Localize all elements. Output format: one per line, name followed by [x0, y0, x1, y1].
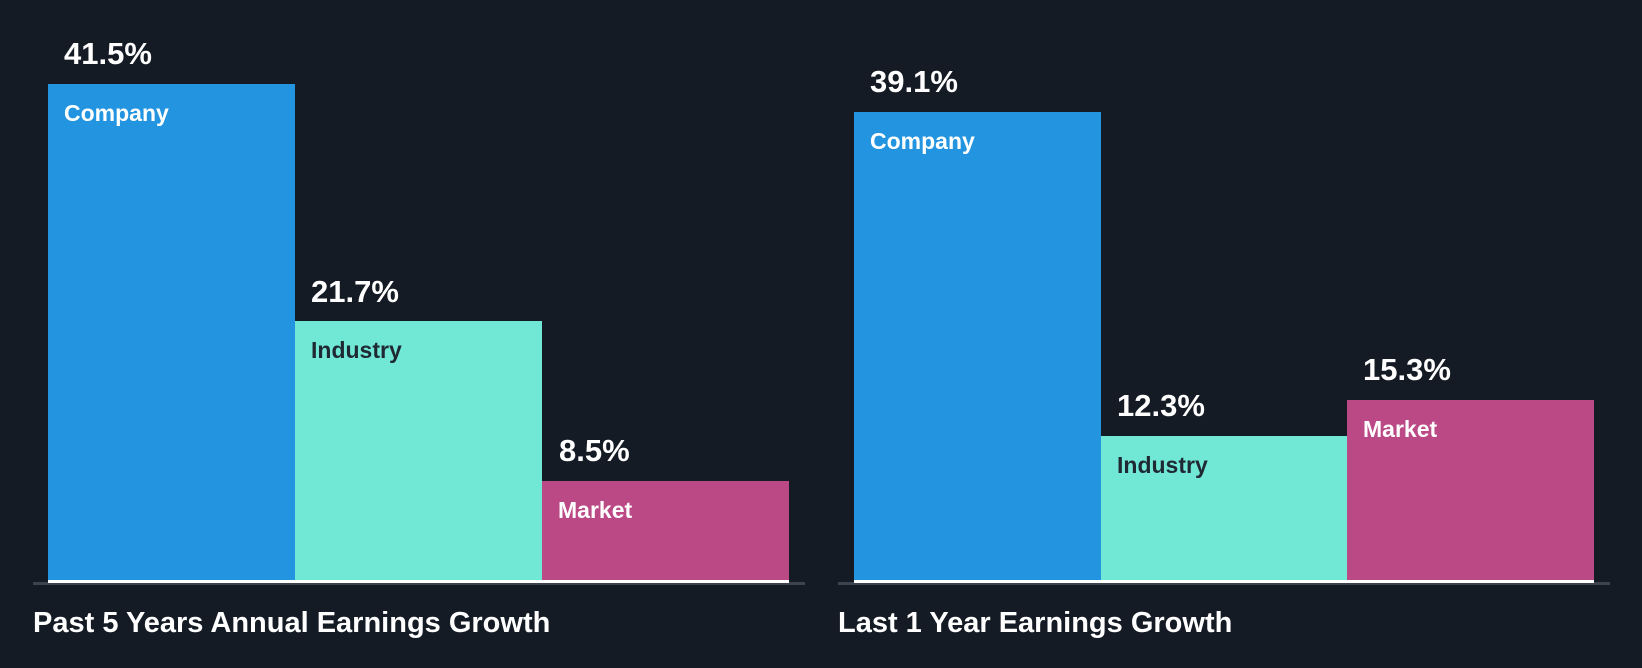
- x-axis-line: [838, 582, 1610, 585]
- chart-title: Last 1 Year Earnings Growth: [838, 607, 1233, 639]
- baseline: [48, 580, 789, 583]
- bar-label-company: Company: [870, 128, 975, 154]
- value-label-market: 8.5%: [559, 433, 630, 468]
- bar-label-industry: Industry: [1117, 452, 1208, 478]
- bar-label-industry: Industry: [311, 337, 402, 363]
- bar-industry: Industry: [1101, 436, 1347, 582]
- chart-title: Past 5 Years Annual Earnings Growth: [33, 607, 551, 639]
- bar-label-market: Market: [558, 497, 633, 523]
- bar-industry: Industry: [295, 321, 542, 582]
- bar-company: Company: [48, 84, 295, 582]
- bar-company: Company: [854, 112, 1101, 582]
- value-label-company: 39.1%: [870, 64, 958, 99]
- bar-market: Market: [542, 481, 789, 582]
- value-label-company: 41.5%: [64, 36, 152, 71]
- bar-market: Market: [1347, 400, 1594, 582]
- baseline: [854, 580, 1594, 583]
- bar-label-company: Company: [64, 100, 169, 126]
- x-axis-line: [33, 582, 805, 585]
- bar-label-market: Market: [1363, 416, 1438, 442]
- value-label-industry: 21.7%: [311, 274, 399, 309]
- value-label-market: 15.3%: [1363, 352, 1451, 387]
- value-label-industry: 12.3%: [1117, 388, 1205, 423]
- chart-past-5-years: 41.5% Company 21.7% Industry 8.5% Market…: [33, 36, 805, 639]
